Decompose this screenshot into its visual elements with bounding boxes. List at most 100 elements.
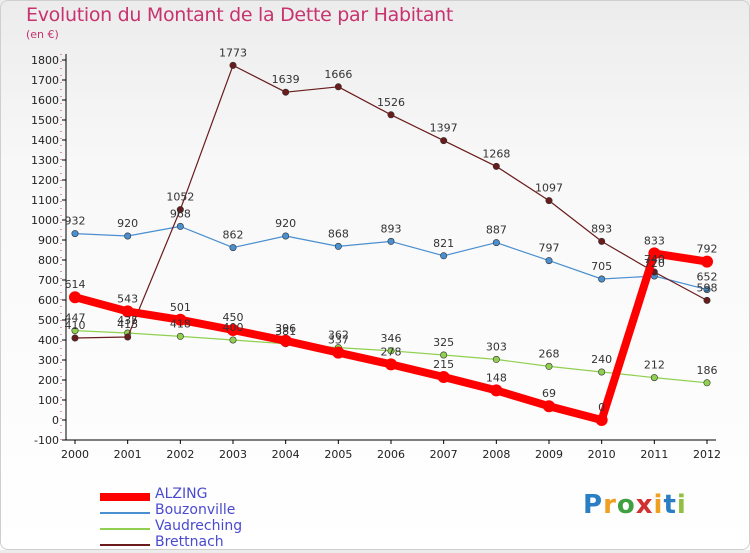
legend-item-vaudreching: Vaudreching — [100, 518, 360, 537]
data-point — [282, 88, 290, 96]
data-point — [490, 384, 503, 397]
data-point — [701, 255, 713, 268]
data-point — [545, 362, 553, 370]
data-point — [648, 247, 661, 260]
logo-letter: P — [583, 490, 604, 520]
y-tick-label: 1100 — [31, 194, 59, 207]
data-point — [334, 83, 342, 91]
data-label: 932 — [65, 215, 86, 228]
data-point — [595, 414, 608, 426]
data-label: 862 — [223, 229, 244, 242]
data-label: 1666 — [324, 68, 352, 81]
data-label: 418 — [170, 317, 191, 330]
y-tick-label: 1600 — [31, 94, 59, 107]
data-label: 435 — [117, 314, 138, 327]
y-tick-label: 700 — [38, 274, 59, 287]
y-tick-label: 100 — [38, 394, 59, 407]
chart-subtitle: (en €) — [26, 28, 59, 41]
data-label: 381 — [275, 325, 296, 338]
data-point — [492, 355, 500, 363]
data-point — [545, 197, 553, 205]
data-point — [176, 222, 184, 230]
data-point — [124, 333, 132, 341]
data-point — [598, 275, 606, 283]
x-tick-label: 2005 — [324, 448, 352, 461]
y-tick-label: 1500 — [31, 114, 59, 127]
logo-letter: i — [676, 490, 687, 520]
logo-letter: o — [616, 490, 636, 520]
data-point — [387, 347, 395, 355]
x-tick-label: 2002 — [166, 448, 194, 461]
x-tick-label: 2011 — [640, 448, 668, 461]
y-tick-label: 200 — [38, 374, 59, 387]
data-point — [437, 371, 450, 383]
data-label: 240 — [591, 353, 612, 366]
y-tick-label: 900 — [38, 234, 59, 247]
data-point — [650, 374, 658, 382]
data-label: 400 — [223, 321, 244, 334]
data-point — [229, 61, 237, 69]
data-label: 920 — [117, 217, 138, 230]
data-label: 501 — [170, 301, 191, 314]
data-label: 797 — [539, 242, 560, 255]
x-tick-label: 2007 — [430, 448, 458, 461]
data-point — [492, 162, 500, 170]
data-label: 0 — [598, 401, 605, 414]
data-label: 212 — [644, 359, 665, 372]
data-point — [440, 252, 448, 260]
data-label: 346 — [381, 332, 402, 345]
data-point — [282, 232, 290, 240]
data-label: 821 — [433, 237, 454, 250]
data-label: 792 — [697, 243, 718, 256]
y-tick-label: 0 — [52, 414, 59, 427]
data-label: 362 — [328, 329, 349, 342]
data-label: 893 — [591, 222, 612, 235]
data-label: 968 — [170, 207, 191, 220]
legend-swatch — [100, 528, 150, 530]
data-point — [334, 242, 342, 250]
data-label: 833 — [644, 234, 665, 247]
data-label: 868 — [328, 227, 349, 240]
data-label: 325 — [433, 336, 454, 349]
x-tick-label: 2004 — [272, 448, 300, 461]
data-label: 410 — [65, 319, 86, 332]
data-label: 278 — [381, 345, 402, 358]
logo-letter: r — [603, 490, 617, 520]
data-point — [229, 244, 237, 252]
logo-letter: t — [663, 490, 677, 520]
data-point — [71, 334, 79, 342]
data-point — [176, 332, 184, 340]
data-point — [227, 324, 239, 336]
data-label: 447 — [65, 312, 86, 325]
logo-letter: x — [635, 490, 654, 520]
y-tick-label: 500 — [38, 314, 59, 327]
data-point — [440, 137, 448, 145]
x-tick-label: 2000 — [61, 448, 89, 461]
data-label: 893 — [381, 222, 402, 235]
data-label: 1397 — [430, 122, 458, 135]
data-point — [174, 313, 187, 326]
data-label: 614 — [65, 278, 86, 291]
y-tick-label: 400 — [38, 334, 59, 347]
data-point — [387, 237, 395, 245]
data-label: 148 — [486, 371, 507, 384]
y-tick-label: 600 — [38, 294, 59, 307]
data-point — [545, 257, 553, 265]
y-tick-label: -100 — [34, 434, 59, 447]
y-tick-label: 800 — [38, 254, 59, 267]
legend-swatch — [100, 512, 150, 514]
legend-label: ALZING — [155, 486, 208, 502]
data-point — [703, 286, 711, 294]
x-tick-label: 2008 — [482, 448, 510, 461]
x-tick-label: 2010 — [588, 448, 616, 461]
data-label: 1268 — [482, 147, 510, 160]
data-label: 652 — [697, 271, 718, 284]
y-tick-label: 1400 — [31, 134, 59, 147]
data-point — [543, 400, 555, 413]
data-label: 705 — [591, 260, 612, 273]
data-point — [492, 239, 500, 247]
y-tick-label: 1200 — [31, 174, 59, 187]
data-label: 186 — [697, 364, 718, 377]
legend-swatch — [100, 544, 150, 546]
data-point — [124, 232, 132, 240]
